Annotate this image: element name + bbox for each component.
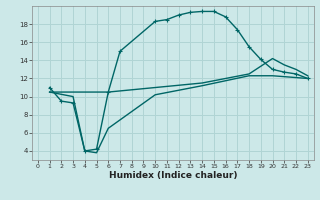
X-axis label: Humidex (Indice chaleur): Humidex (Indice chaleur) (108, 171, 237, 180)
